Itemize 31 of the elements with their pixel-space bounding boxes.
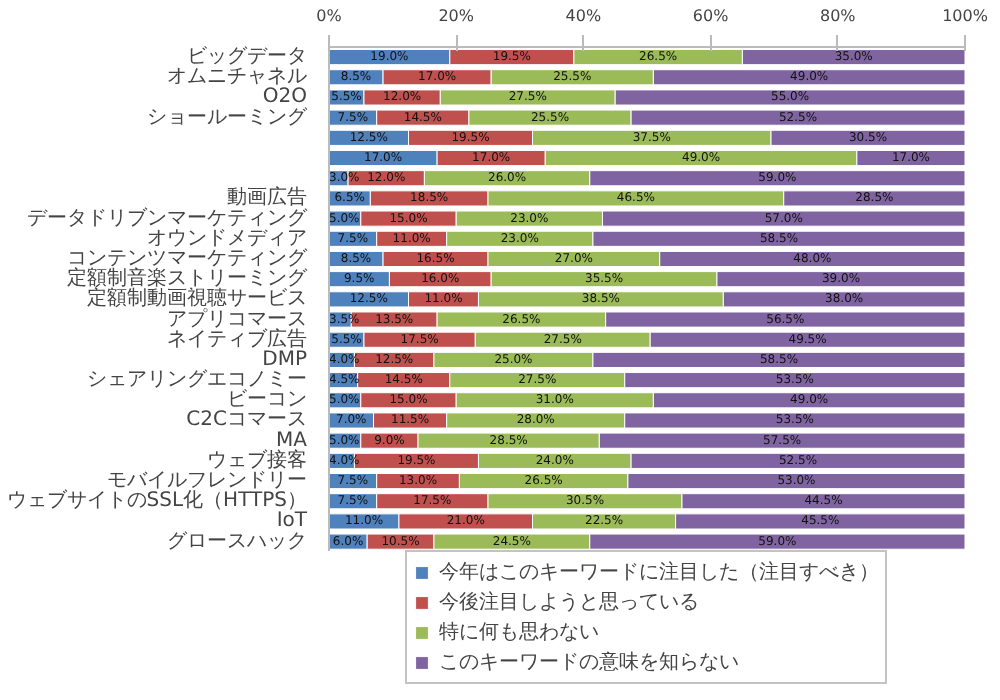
y-tick-label: C2Cコマース bbox=[186, 409, 307, 432]
legend-label: 今年はこのキーワードに注目した（注目すべき） bbox=[439, 559, 879, 586]
y-tick-label: ウェブサイトのSSL化（HTTPS） bbox=[6, 488, 308, 513]
y-tick-label: コンテンツマーケティング bbox=[67, 247, 309, 270]
y-tick-label: MA bbox=[276, 429, 308, 452]
x-tick-label: 80% bbox=[820, 7, 857, 25]
y-tick-label: IoT bbox=[276, 510, 309, 533]
y-tick-label: ビッグデータ bbox=[187, 46, 307, 69]
y-tick-label: 動画広告 bbox=[227, 185, 307, 210]
y-tick-label: データドリブンマーケティング bbox=[27, 205, 309, 230]
y-tick-label: モバイルフレンドリー bbox=[107, 470, 307, 493]
y-tick-label: O2O bbox=[262, 86, 308, 109]
x-tick-label: 60% bbox=[692, 7, 730, 25]
legend-label: このキーワードの意味を知らない bbox=[439, 649, 739, 676]
legend-label: 今後注目しようと思っている bbox=[439, 589, 699, 616]
x-tick-label: 40% bbox=[565, 7, 602, 25]
legend-label: 特に何も思わない bbox=[439, 619, 599, 646]
y-tick-label: オムニチャネル bbox=[167, 66, 307, 89]
y-tick-label: オウンドメディア bbox=[147, 227, 307, 250]
y-tick-label: アプリコマース bbox=[167, 306, 307, 331]
y-tick-label: シェアリングエコノミー bbox=[87, 369, 307, 392]
x-tick-label: 100% bbox=[942, 7, 989, 25]
y-tick-label: 定額制動画視聴サービス bbox=[87, 286, 307, 311]
y-tick-label: ショールーミング bbox=[147, 106, 309, 129]
y-tick-label: ネイティブ広告 bbox=[167, 326, 307, 351]
y-tick-label: グロースハック bbox=[167, 530, 307, 553]
y-tick-label: ビーコン bbox=[227, 389, 307, 412]
x-tick-label: 0% bbox=[316, 7, 343, 25]
x-tick-label: 20% bbox=[438, 7, 475, 25]
y-tick-label: ウェブ接客 bbox=[207, 447, 307, 472]
y-tick-label: DMP bbox=[262, 348, 307, 371]
